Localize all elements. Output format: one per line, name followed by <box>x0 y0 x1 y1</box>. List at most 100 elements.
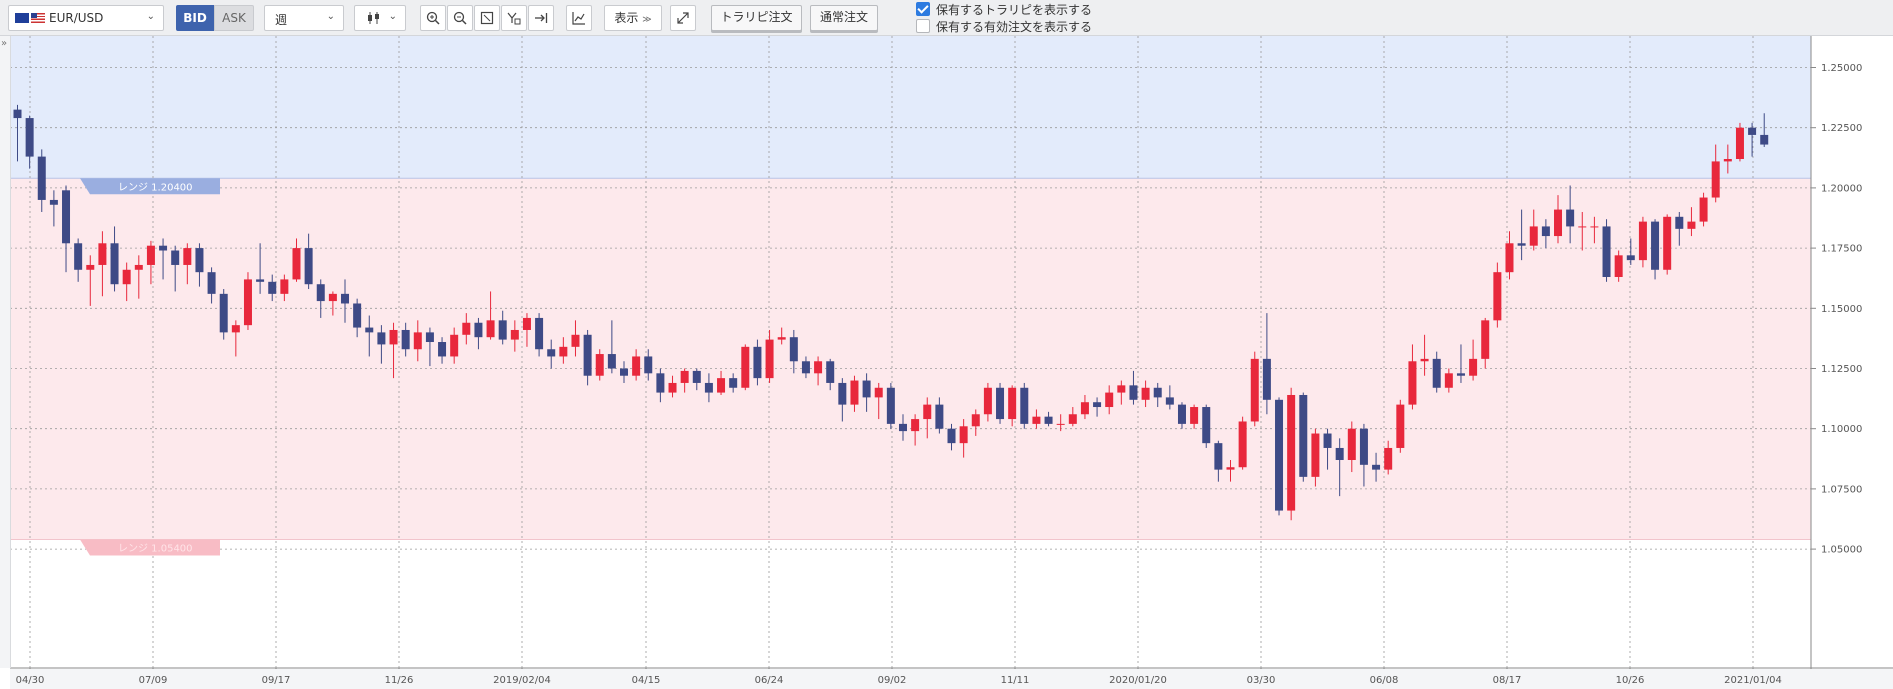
candle-down <box>268 281 277 294</box>
candle-down <box>583 334 592 376</box>
side-panel-toggle[interactable]: » <box>0 36 11 668</box>
x-tick-label: 08/17 <box>1493 675 1522 686</box>
candle-up <box>98 243 107 265</box>
candle-up <box>522 317 531 330</box>
price-chart[interactable]: 1.25000 1.22500 1.20000 1.17500 1.15000 1.125… <box>0 36 1893 689</box>
candle-up <box>1105 392 1114 408</box>
candle-up <box>1250 358 1259 422</box>
candle-down <box>1335 447 1344 461</box>
candle-up <box>1190 407 1199 424</box>
candle-up <box>1287 394 1296 511</box>
candle-down <box>438 342 447 357</box>
candle-up <box>632 356 641 376</box>
candle-up <box>450 334 459 357</box>
fit-button[interactable] <box>474 5 500 31</box>
candle-down <box>1626 255 1635 261</box>
candle-up <box>1481 320 1490 359</box>
candle-down <box>425 332 434 343</box>
candle-down <box>25 118 34 157</box>
candle-up <box>777 337 786 340</box>
candle-down <box>801 361 810 374</box>
candle-up <box>680 370 689 383</box>
candle-up <box>971 414 980 427</box>
upper-range-zone <box>10 36 1811 179</box>
candle-down <box>656 373 665 393</box>
x-tick-label: 03/30 <box>1247 675 1276 686</box>
candle-up <box>1469 358 1478 376</box>
candle-up <box>1080 402 1089 415</box>
candle-down <box>1566 209 1575 227</box>
candle-down <box>1748 127 1757 135</box>
candle-down <box>304 248 313 285</box>
candle-down <box>1372 464 1381 470</box>
candle-up <box>1505 243 1514 273</box>
candle-up <box>1396 404 1405 448</box>
candle-down <box>620 368 628 376</box>
zoom-out-button[interactable] <box>447 5 473 31</box>
checkbox-checked[interactable] <box>916 2 930 16</box>
show-orders-checkbox[interactable]: 保有する有効注文を表示する <box>916 18 1092 35</box>
candle-down <box>1020 387 1029 424</box>
fullscreen-button[interactable] <box>670 5 696 31</box>
candle-down <box>1299 394 1308 477</box>
candle-down <box>316 284 325 302</box>
bid-button[interactable]: BID <box>176 5 214 31</box>
x-tick-label: 09/02 <box>878 675 907 686</box>
candle-down <box>110 243 119 285</box>
range-lower-tag <box>80 539 220 556</box>
candle-up <box>389 329 398 345</box>
candle-down <box>365 327 374 333</box>
scroll-end-button[interactable] <box>528 5 554 31</box>
indicator-button[interactable] <box>566 5 592 31</box>
display-menu-button[interactable]: 表示 ≫ <box>604 5 662 31</box>
candle-down <box>13 109 22 119</box>
y-tick-label: 1.10000 <box>1821 424 1862 435</box>
candle-down <box>826 361 835 383</box>
candle-up <box>280 279 289 294</box>
trap-order-button[interactable]: トラリピ注文 <box>711 5 802 31</box>
candle-down <box>644 356 653 374</box>
candle-down <box>1432 358 1441 388</box>
normal-order-button[interactable]: 通常注文 <box>810 5 878 31</box>
candle-up <box>814 361 823 374</box>
chart-type-select[interactable]: ⌄ <box>354 5 406 31</box>
candle-down <box>862 380 871 398</box>
candle-up <box>1226 467 1235 470</box>
zoom-in-icon <box>426 11 440 25</box>
x-tick-label: 04/30 <box>16 675 45 686</box>
candle-down <box>341 293 350 304</box>
candle-up <box>1711 161 1720 198</box>
show-traps-checkbox[interactable]: 保有するトラリピを表示する <box>916 1 1092 18</box>
lower-range-zone <box>10 178 1811 540</box>
draw-button[interactable] <box>501 5 527 31</box>
candle-down <box>1202 407 1211 444</box>
candle-up <box>292 248 301 280</box>
candle-up <box>510 329 519 340</box>
candle-up <box>328 293 337 302</box>
candle-up <box>1638 221 1647 261</box>
fullscreen-icon <box>677 12 689 24</box>
candle-up <box>1008 387 1017 420</box>
chevron-down-icon: ⌄ <box>388 11 397 22</box>
candle-up <box>911 419 920 432</box>
currency-pair-select[interactable]: EUR/USD ⌄ <box>8 5 164 31</box>
candlestick-icon <box>368 12 379 24</box>
candle-up <box>874 387 883 398</box>
checkbox-unchecked[interactable] <box>916 19 930 33</box>
candle-down <box>535 317 544 350</box>
range-upper-label: レンジ 1.20400 <box>118 182 193 193</box>
range-lower-label: レンジ 1.05400 <box>118 543 193 554</box>
candle-up <box>122 269 131 285</box>
candle-up <box>983 387 992 415</box>
indicator-icon <box>572 12 585 25</box>
period-select[interactable]: 週 ⌄ <box>264 5 344 31</box>
candle-down <box>935 404 944 429</box>
candle-down <box>219 293 228 333</box>
candle-down <box>729 378 738 388</box>
candle-up <box>1723 159 1732 162</box>
ask-button[interactable]: ASK <box>214 5 254 31</box>
chevron-down-icon: ⌄ <box>326 11 335 22</box>
candle-up <box>1068 414 1077 424</box>
zoom-in-button[interactable] <box>420 5 446 31</box>
candle-down <box>1177 404 1186 424</box>
